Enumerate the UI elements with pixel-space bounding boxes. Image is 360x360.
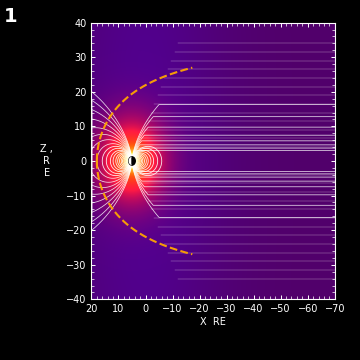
Wedge shape xyxy=(129,158,132,165)
X-axis label: X  RE: X RE xyxy=(200,317,226,327)
Circle shape xyxy=(129,157,135,165)
Y-axis label: Z ,
R
E: Z , R E xyxy=(40,144,53,177)
Text: 1: 1 xyxy=(4,7,17,26)
Wedge shape xyxy=(132,158,135,165)
